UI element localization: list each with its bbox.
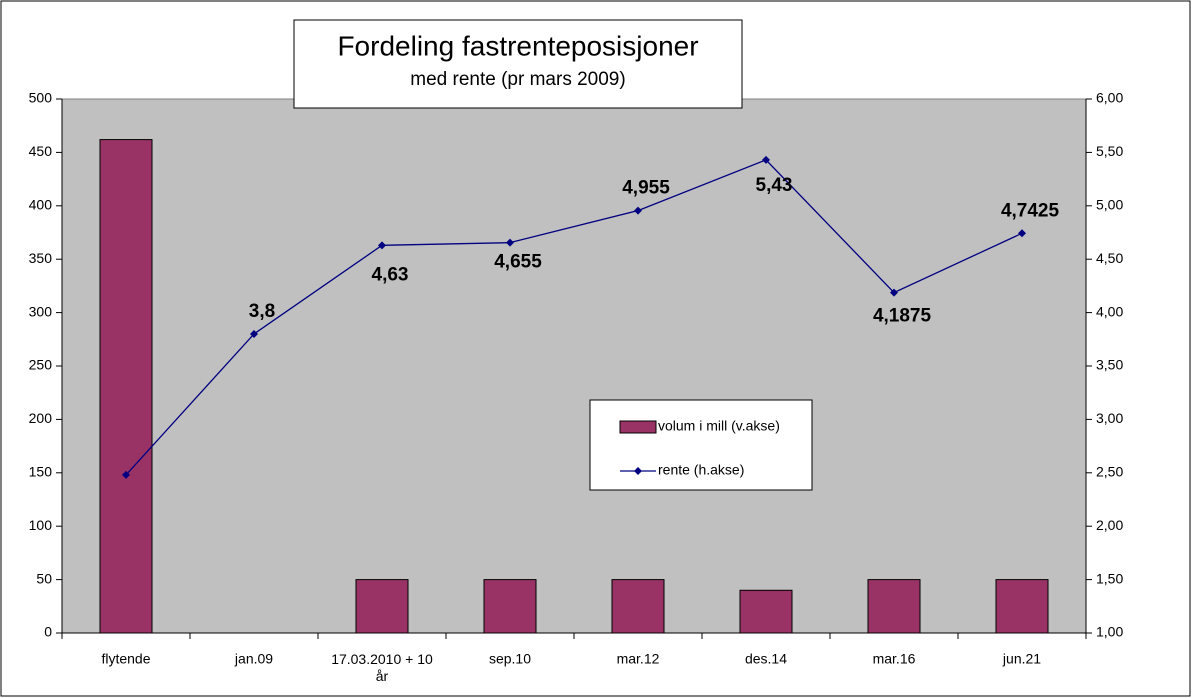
title-box [293,19,743,109]
y-tick-label: 350 [29,250,53,266]
line-marker [634,206,642,215]
line [125,159,1023,476]
data-label: 4,955 [622,178,670,199]
y-tick-label: 200 [29,410,53,426]
bar [867,579,921,634]
y2-tick-label: 4,50 [1096,250,1123,266]
y2-tick-label: 5,00 [1096,197,1123,213]
data-label: 3,8 [249,301,275,322]
y-tick-label: 400 [29,197,53,213]
data-label: 4,655 [494,252,542,273]
x-tick-label-line: år [376,668,389,684]
y2-tick-label: 1,50 [1096,570,1123,586]
y-tick-label: 150 [29,464,53,480]
y-tick-label: 50 [36,570,52,586]
bar [355,579,409,634]
legend-label: volum i mill (v.akse) [658,418,780,434]
x-tick-label: jan.09 [234,651,273,667]
data-label: 4,7425 [1001,200,1060,221]
x-tick-label-line: 17.03.2010 + 10 [331,651,433,667]
legend-label: rente (h.akse) [658,462,744,478]
x-tick-label: flytende [101,651,150,667]
y2-tick-label: 3,00 [1096,410,1123,426]
x-tick-label: 17.03.2010 + 10 år [331,651,433,684]
bar [99,139,153,634]
line-marker [890,288,898,297]
x-tick-label: mar.16 [873,651,916,667]
x-tick-label: des.14 [745,651,787,667]
legend-marker [634,467,642,475]
line-marker [122,470,130,479]
y-tick-label: 100 [29,517,53,533]
line-marker [762,155,770,164]
y-tick-label: 500 [29,90,53,106]
y2-tick-label: 6,00 [1096,90,1123,106]
y2-tick-label: 1,00 [1096,624,1123,640]
y-tick-label: 0 [44,624,52,640]
x-tick-label: mar.12 [617,651,660,667]
bar [739,589,793,634]
y2-tick-label: 5,50 [1096,143,1123,159]
line-marker [250,329,258,338]
y-tick-label: 300 [29,303,53,319]
y2-tick-label: 2,00 [1096,517,1123,533]
data-label: 4,1875 [873,306,932,327]
y2-tick-label: 2,50 [1096,464,1123,480]
y-tick-label: 250 [29,357,53,373]
chart-title: Fordeling fastrenteposisjoner [337,30,698,61]
legend-swatch [619,420,657,434]
y2-tick-label: 3,50 [1096,357,1123,373]
y-tick-label: 450 [29,143,53,159]
y2-tick-label: 4,00 [1096,303,1123,319]
chart-subtitle: med rente (pr mars 2009) [410,69,625,90]
x-tick-label: sep.10 [489,651,531,667]
data-label: 4,63 [372,264,409,285]
line-marker [506,238,514,247]
bar [995,579,1049,634]
legend-box [589,399,813,491]
x-tick-label: jun.21 [1002,651,1041,667]
data-label: 5,43 [756,175,793,196]
line-marker [1018,229,1026,238]
bar [483,579,537,634]
line-marker [378,241,386,250]
plot-area [61,98,1087,634]
bar [611,579,665,634]
